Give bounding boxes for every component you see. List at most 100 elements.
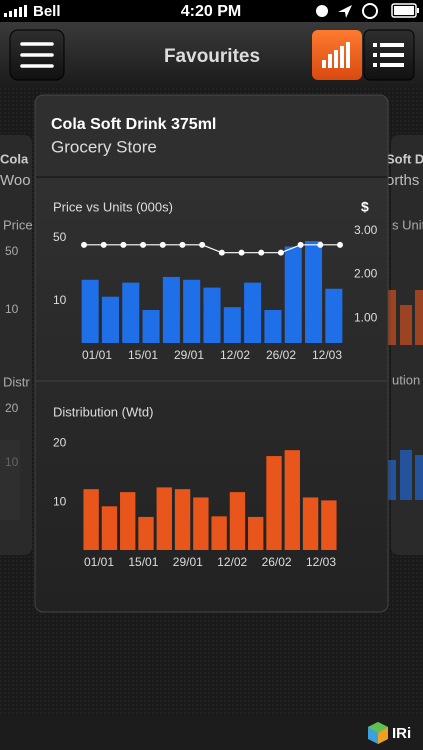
- bar: [81, 279, 99, 343]
- side-card-left-text: Cola Woo Price 50 10 Distr 20 10: [0, 151, 33, 469]
- side-title: Soft D: [386, 151, 423, 166]
- clock: 4:20 PM: [181, 3, 241, 20]
- price-point: [297, 241, 304, 248]
- x-tick-label: 01/01: [84, 555, 114, 569]
- location-icon: [338, 5, 352, 18]
- list-view-icon: [373, 43, 404, 67]
- price-point: [81, 241, 87, 248]
- side-card-right-decor: [0, 290, 423, 520]
- bar: [162, 276, 180, 343]
- price-point: [277, 249, 284, 256]
- price-point: [258, 249, 265, 256]
- price-point: [218, 249, 225, 256]
- bar: [122, 282, 140, 343]
- price-point: [140, 241, 147, 248]
- bar: [305, 241, 323, 343]
- x-tick-label: 15/01: [128, 348, 158, 362]
- menu-icon: [20, 42, 54, 68]
- side-chart-title: ution (: [392, 372, 423, 387]
- bar: [248, 516, 264, 550]
- bar: [203, 287, 221, 343]
- x-tick-label: 26/02: [266, 348, 296, 362]
- signal-icon: [4, 5, 27, 17]
- price-point: [100, 241, 107, 248]
- battery-tip: [417, 8, 419, 13]
- card-subtitle: Grocery Store: [51, 137, 157, 156]
- footer: [0, 715, 423, 750]
- card-header: [36, 96, 387, 177]
- side-subtitle: Woo: [0, 172, 31, 189]
- bar: [101, 296, 119, 343]
- bar: [183, 279, 201, 343]
- battery-level: [394, 6, 414, 15]
- side-tick: 10: [5, 302, 19, 316]
- bar: [266, 456, 282, 550]
- bar: [174, 489, 191, 550]
- bar: [223, 307, 241, 343]
- bar: [142, 310, 160, 343]
- y-tick-label: 20: [53, 435, 67, 449]
- price-point: [317, 241, 324, 248]
- alarm-icon: [316, 5, 328, 17]
- side-subtitle: orths: [386, 172, 419, 189]
- side-chart-title: Price: [3, 217, 33, 232]
- bar: [229, 492, 246, 550]
- x-tick-label: 29/01: [174, 348, 204, 362]
- price-line: [84, 244, 340, 254]
- bar: [83, 489, 99, 550]
- bar: [284, 450, 300, 550]
- bar: [302, 497, 319, 550]
- price-point: [179, 241, 186, 248]
- price-point: [337, 241, 343, 248]
- y2-tick-label: 3.00: [354, 223, 378, 237]
- x-tick-label: 15/01: [128, 555, 158, 569]
- price-point: [199, 241, 206, 248]
- side-title: Cola: [0, 151, 29, 166]
- chart-view-icon: [322, 42, 350, 68]
- bar: [101, 506, 118, 550]
- y2-axis-label: $: [361, 199, 369, 215]
- bar: [284, 246, 302, 343]
- y-tick-label: 10: [53, 494, 67, 508]
- y-tick-label: 10: [53, 293, 67, 307]
- x-tick-label: 12/03: [312, 348, 342, 362]
- bar: [156, 487, 172, 550]
- chart-title: Price vs Units (000s): [53, 199, 173, 214]
- x-tick-label: 12/02: [217, 555, 247, 569]
- side-chart-title: s Units (: [392, 217, 423, 232]
- x-tick-label: 12/03: [306, 555, 336, 569]
- carrier: Bell: [33, 3, 61, 20]
- x-tick-label: 29/01: [173, 555, 203, 569]
- logo-text: IRi: [392, 725, 411, 742]
- side-chart-title: Distr: [3, 374, 30, 389]
- x-tick-label: 12/02: [220, 348, 250, 362]
- card-title: Cola Soft Drink 375ml: [51, 116, 216, 133]
- x-tick-label: 26/02: [262, 555, 292, 569]
- charts: Price vs Units (000s) $10 50 1.00 2.00 3.00 01…: [53, 199, 378, 569]
- logo-mark: [368, 722, 388, 744]
- side-tick: 50: [5, 244, 19, 258]
- side-tick: 20: [5, 401, 19, 415]
- bar: [120, 492, 136, 550]
- price-point: [238, 249, 245, 256]
- nav-title: Favourites: [164, 46, 260, 67]
- x-tick-label: 01/01: [82, 348, 112, 362]
- side-card-right-text: Soft D orths s Units ( ution (: [386, 151, 423, 387]
- status-bar: [0, 0, 423, 22]
- bar: [244, 282, 262, 343]
- bar: [325, 288, 343, 343]
- lock-icon: [362, 3, 378, 19]
- bar: [138, 516, 154, 550]
- chart-title: Distribution (Wtd): [53, 404, 153, 419]
- y2-tick-label: 2.00: [354, 267, 378, 281]
- price-point: [159, 241, 166, 248]
- bar: [211, 516, 227, 550]
- bar: [321, 500, 337, 550]
- price-point: [120, 241, 127, 248]
- y-tick-label: 50: [53, 230, 67, 244]
- y2-tick-label: 1.00: [354, 310, 378, 324]
- bar: [193, 497, 209, 550]
- bar: [264, 310, 282, 343]
